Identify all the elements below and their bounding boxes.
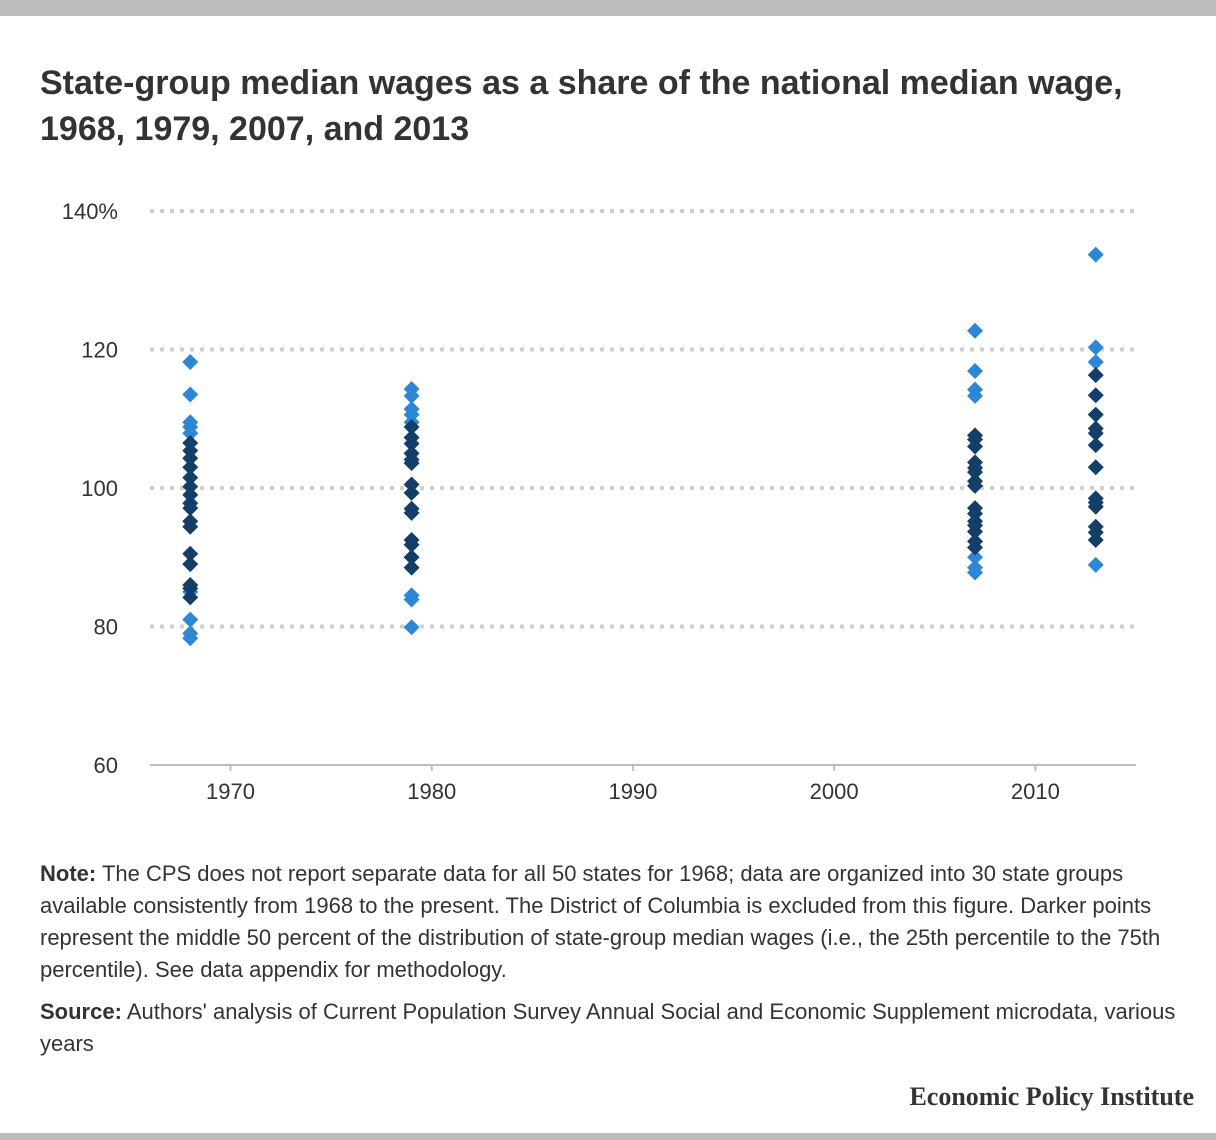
data-point-outer [182,353,199,370]
x-tick-label: 2010 [1011,779,1060,804]
data-point-middle [967,523,984,540]
data-point-middle [403,504,420,521]
note: Note: The CPS does not report separate d… [40,858,1190,986]
data-point-middle [1087,531,1104,548]
data-point-middle [403,455,420,472]
data-point-middle [182,500,199,517]
data-point-middle [182,589,199,606]
data-point-middle [403,484,420,501]
y-tick-label: 140% [62,199,118,224]
data-point-outer [967,322,984,339]
source-label: Source: [40,999,122,1024]
data-point-middle [403,549,420,566]
data-point-middle [967,539,984,556]
y-tick-label: 60 [94,753,118,778]
data-point-middle [182,580,199,597]
gridlines [150,209,1136,629]
data-point-middle [1087,437,1104,454]
top-rule [0,0,1216,16]
data-point-outer [967,549,984,566]
y-tick-label: 80 [94,615,118,640]
data-point-outer [403,591,420,608]
data-point-middle [967,464,984,481]
data-point-outer [967,564,984,581]
notes: Note: The CPS does not report separate d… [40,858,1190,1070]
publisher-logo: Economic Policy Institute [909,1082,1194,1111]
source: Source: Authors' analysis of Current Pop… [40,996,1190,1060]
x-tick-label: 2000 [810,779,859,804]
x-tick-label: 1980 [407,779,456,804]
x-tick-label: 1970 [206,779,255,804]
bottom-rule [0,1133,1216,1140]
data-point-outer [967,362,984,379]
data-point-middle [403,476,420,493]
axes: 140% 120 100 80 60 1970 1980 1990 2000 2010 [62,199,1136,804]
data-point-middle [1087,406,1104,423]
note-label: Note: [40,861,97,886]
note-text: The CPS does not report separate data fo… [40,861,1161,982]
data-point-middle [182,556,199,573]
data-point-middle [182,478,199,495]
data-point-middle [967,477,984,494]
scatter-chart: 140% 120 100 80 60 1970 1980 1990 2000 2010 [62,199,1136,804]
data-point-middle [182,450,199,467]
data-point-middle [403,419,420,436]
data-point-middle [1087,367,1104,384]
data-point-outer [967,387,984,404]
data-point-outer [1087,556,1104,573]
chart-title: State-group median wages as a share of t… [40,64,1123,148]
data-point-outer [182,425,199,442]
data-points [182,246,1104,647]
data-point-outer [182,611,199,628]
data-point-outer [1087,246,1104,263]
data-point-middle [403,536,420,553]
data-point-outer [403,619,420,636]
data-point-middle [182,518,199,535]
data-point-middle [182,469,199,486]
data-point-middle [182,459,199,476]
data-point-outer [1087,339,1104,356]
data-point-outer [1087,353,1104,370]
data-point-middle [1087,459,1104,476]
y-tick-label: 100 [81,476,118,501]
y-tick-label: 120 [81,338,118,363]
data-point-middle [967,438,984,455]
data-point-middle [1087,425,1104,442]
source-text: Authors' analysis of Current Population … [40,999,1176,1056]
data-point-outer [182,630,199,647]
data-point-middle [182,545,199,562]
data-point-outer [182,386,199,403]
data-point-middle [182,486,199,503]
data-point-middle [1087,498,1104,515]
data-point-middle [1087,387,1104,404]
data-point-middle [403,435,420,452]
data-point-outer [403,387,420,404]
x-tick-label: 1990 [608,779,657,804]
data-point-middle [403,559,420,576]
